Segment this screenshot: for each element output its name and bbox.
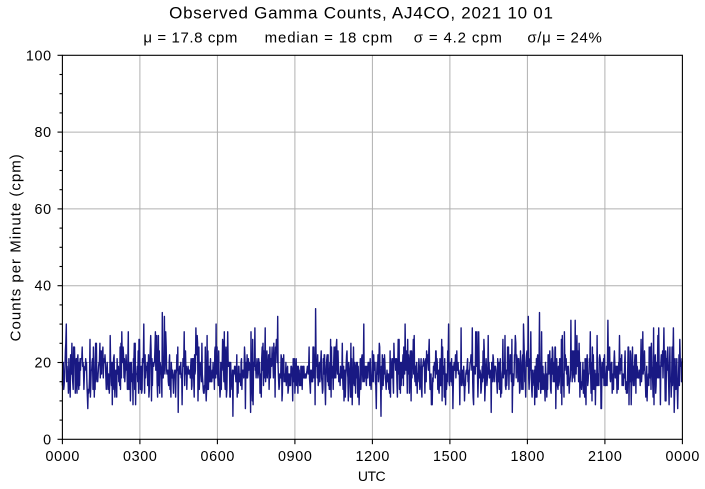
svg-text:40: 40 <box>34 279 51 295</box>
svg-text:2100: 2100 <box>588 449 623 465</box>
svg-text:20: 20 <box>34 356 51 372</box>
svg-text:0300: 0300 <box>123 449 158 465</box>
svg-text:Counts per Minute (cpm): Counts per Minute (cpm) <box>7 153 24 341</box>
svg-text:median = 18 cpm: median = 18 cpm <box>265 30 394 47</box>
svg-text:σ = 4.2 cpm: σ = 4.2 cpm <box>414 30 503 47</box>
svg-text:UTC: UTC <box>358 468 386 484</box>
svg-text:0900: 0900 <box>278 449 313 465</box>
svg-text:Observed Gamma Counts, AJ4CO,: Observed Gamma Counts, AJ4CO, 2021 10 01 <box>169 3 554 22</box>
svg-text:0600: 0600 <box>200 449 235 465</box>
svg-text:0000: 0000 <box>665 449 700 465</box>
svg-text:μ = 17.8 cpm: μ = 17.8 cpm <box>143 30 238 47</box>
svg-text:1800: 1800 <box>510 449 545 465</box>
svg-text:0: 0 <box>43 432 52 448</box>
svg-text:σ/μ = 24%: σ/μ = 24% <box>527 30 602 47</box>
svg-text:1500: 1500 <box>433 449 468 465</box>
svg-text:100: 100 <box>26 48 52 64</box>
svg-text:60: 60 <box>34 202 51 218</box>
svg-text:80: 80 <box>34 125 51 141</box>
svg-text:0000: 0000 <box>45 449 80 465</box>
svg-text:1200: 1200 <box>355 449 390 465</box>
